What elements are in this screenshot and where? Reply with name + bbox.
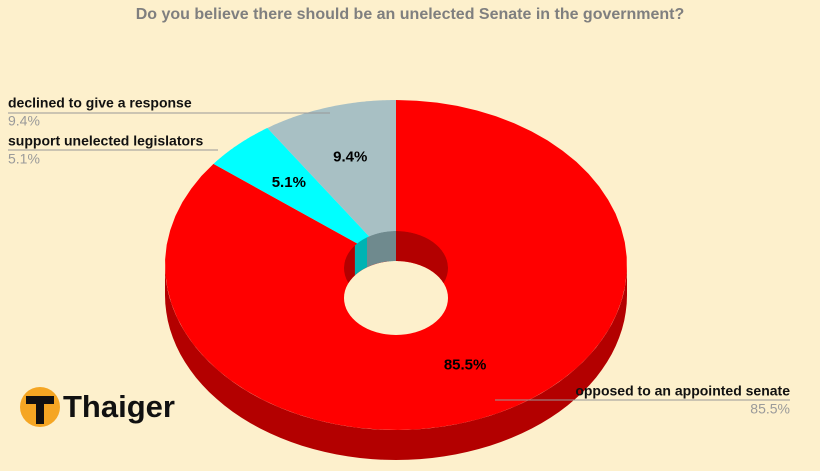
logo-text: Thaiger [63, 389, 175, 424]
data-label: 85.5% [444, 357, 487, 374]
legend-label: opposed to an appointed senate [575, 383, 790, 399]
inner-side [396, 231, 448, 298]
data-label: 9.4% [333, 149, 367, 166]
legend-value: 9.4% [8, 113, 40, 129]
inner-side [367, 231, 396, 268]
slice-side [165, 265, 627, 460]
legend-label: declined to give a response [8, 95, 192, 111]
slice [213, 128, 396, 265]
logo: Thaiger [20, 387, 175, 427]
donut-hole [344, 261, 448, 335]
chart-title: Do you believe there should be an unelec… [136, 6, 685, 23]
slice [267, 100, 396, 265]
legend-value: 5.1% [8, 151, 40, 167]
hole-wall [344, 231, 448, 298]
legend-value: 85.5% [750, 401, 790, 417]
inner-side [354, 237, 367, 276]
logo-letter [26, 396, 54, 424]
data-label: 5.1% [272, 174, 306, 191]
legend-label: support unelected legislators [8, 133, 203, 149]
